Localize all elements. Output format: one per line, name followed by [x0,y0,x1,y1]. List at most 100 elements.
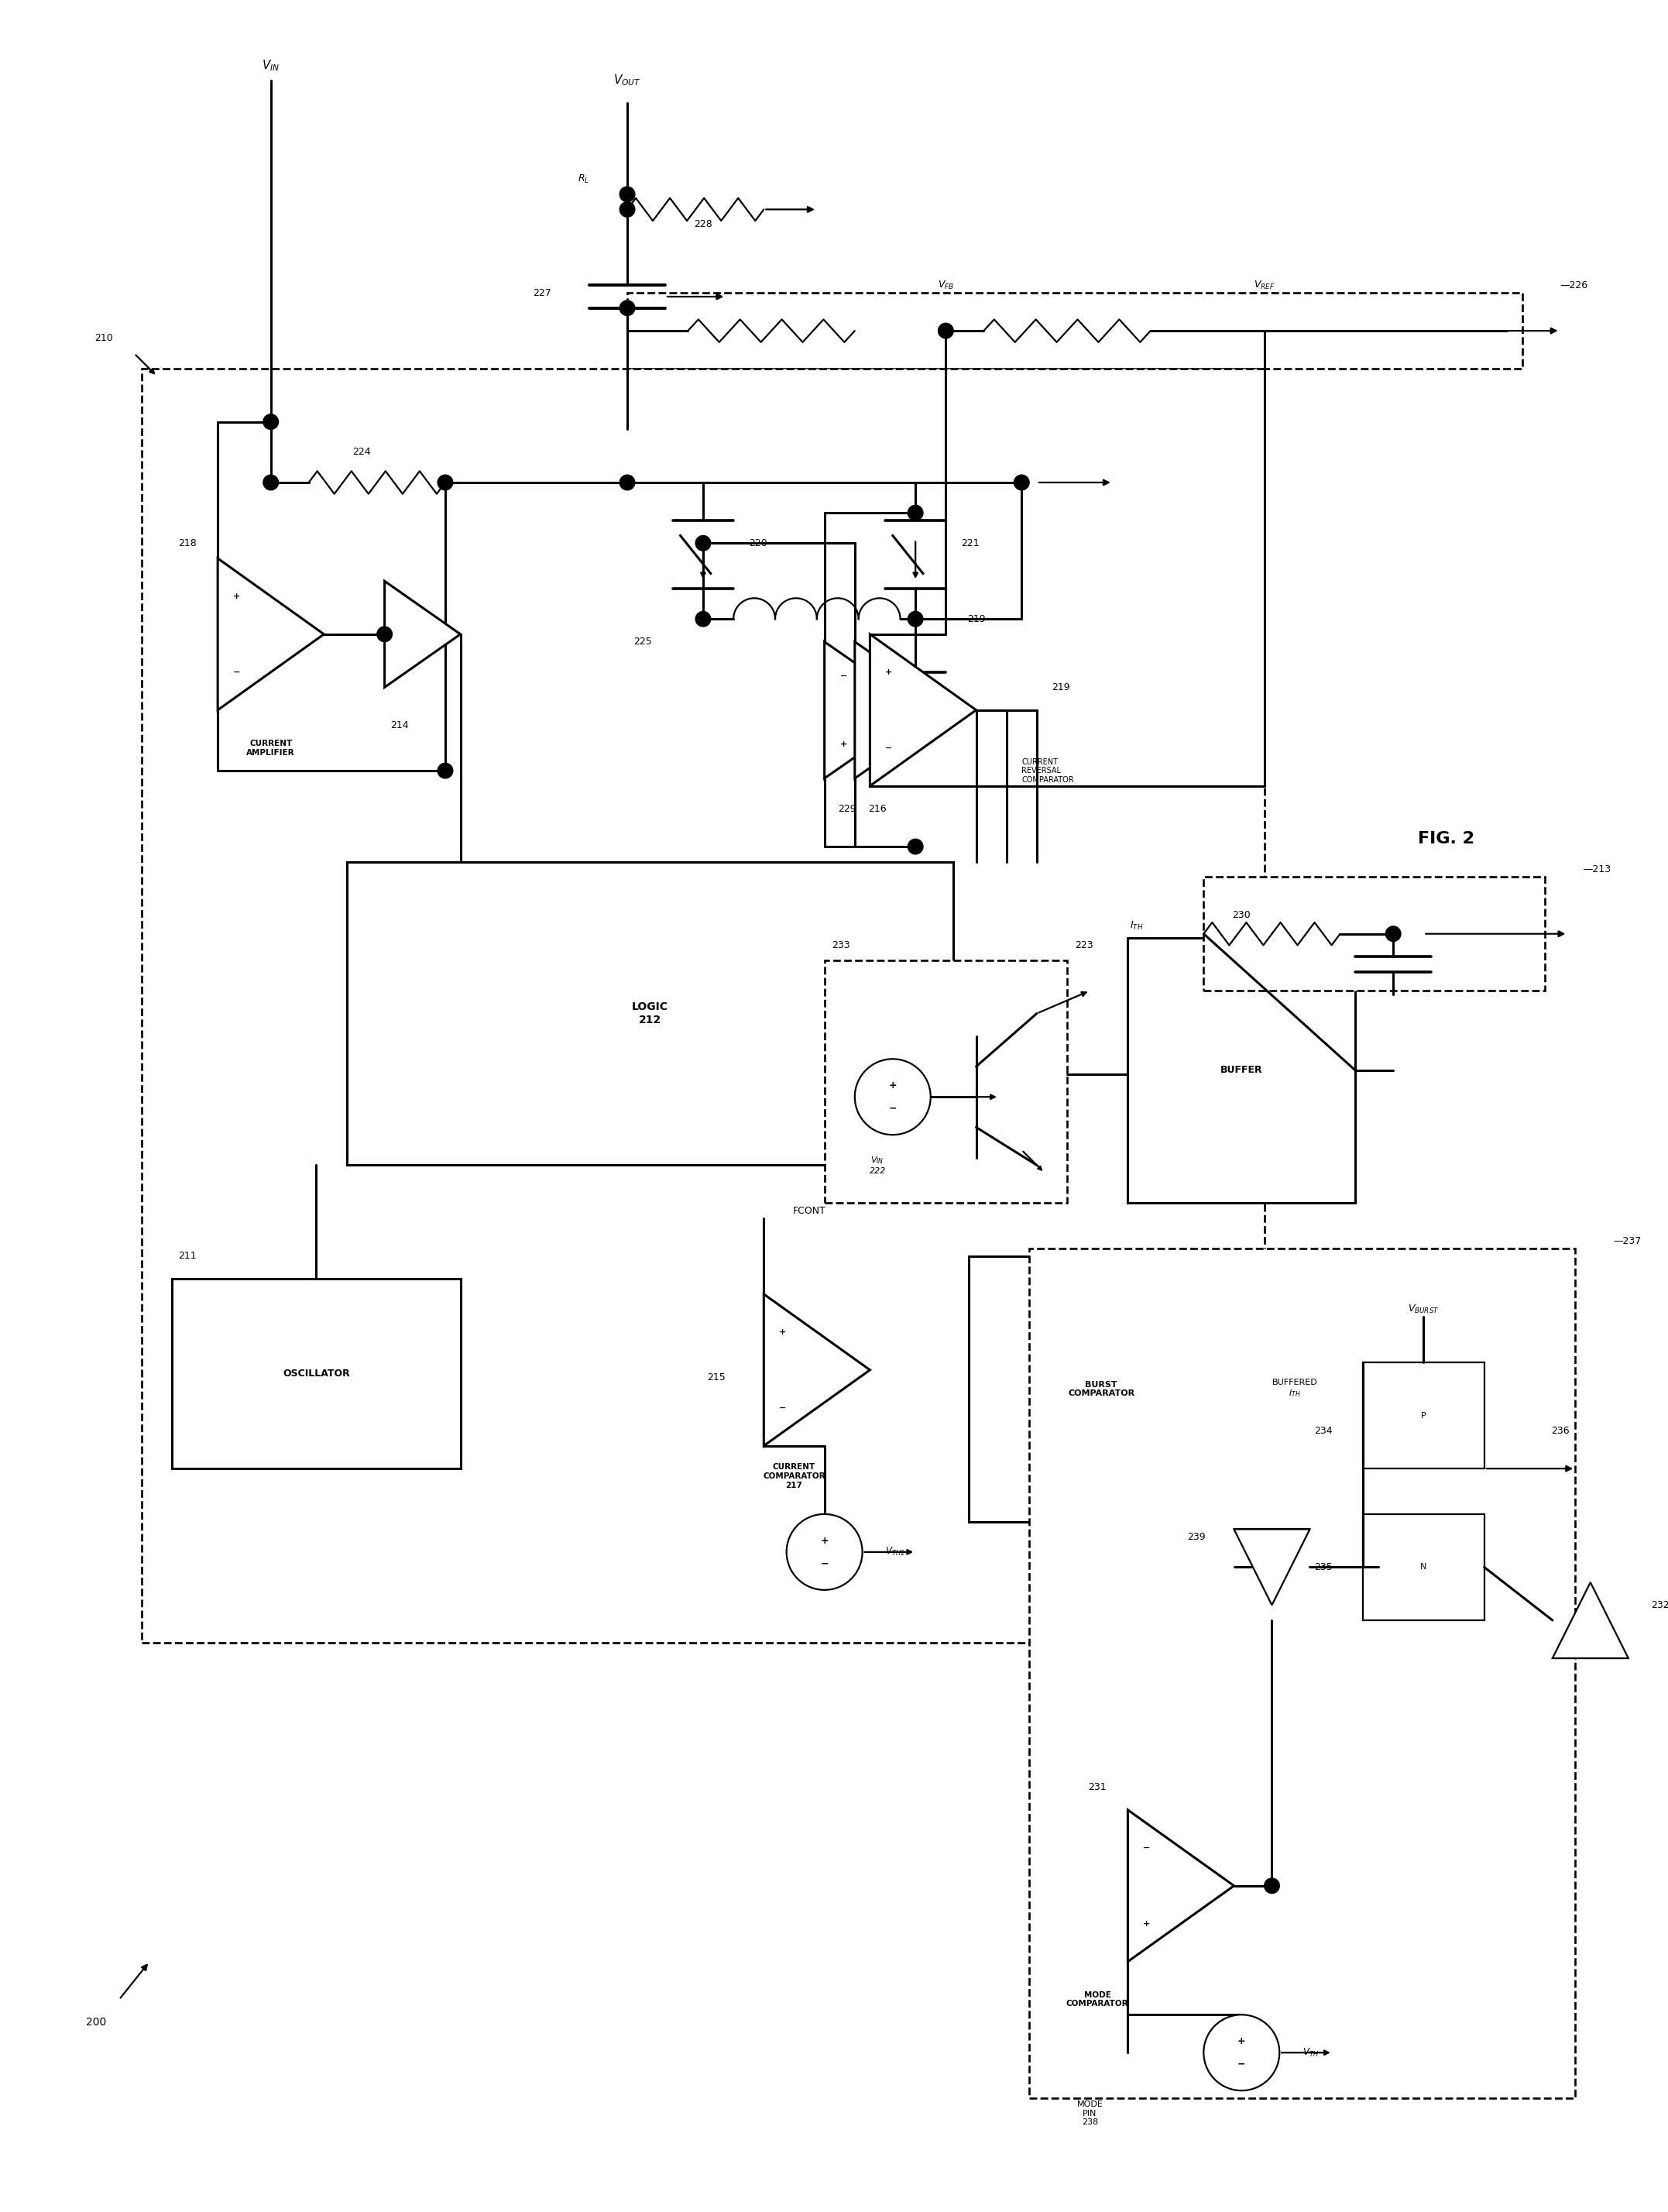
Text: —213: —213 [1583,865,1611,874]
Bar [824,960,1068,1203]
Circle shape [620,201,636,217]
Polygon shape [1234,1528,1309,1606]
Circle shape [264,414,279,429]
Text: +: + [234,593,240,599]
Text: 236: 236 [1551,1425,1570,1436]
Text: +: + [839,741,847,748]
Text: $R_L$: $R_L$ [577,173,589,186]
Circle shape [377,626,392,641]
Text: +: + [821,1535,829,1546]
Text: −: − [779,1405,786,1411]
Bar [1363,1363,1485,1469]
Polygon shape [219,557,324,710]
Text: 215: 215 [707,1371,726,1382]
Circle shape [437,476,452,491]
Text: LOGIC
212: LOGIC 212 [632,1002,669,1024]
Bar [1204,876,1545,991]
Text: 211: 211 [178,1252,197,1261]
Polygon shape [824,641,922,779]
Text: MODE
PIN
238: MODE PIN 238 [1078,2101,1103,2126]
Circle shape [787,1513,862,1590]
Circle shape [696,611,711,626]
Circle shape [937,323,954,338]
Text: MODE
COMPARATOR: MODE COMPARATOR [1066,1991,1129,2008]
Polygon shape [1553,1582,1628,1659]
Circle shape [907,504,922,520]
Text: 221: 221 [961,538,979,549]
Text: +: + [1238,2037,1246,2046]
Text: $V_{BURST}$: $V_{BURST}$ [1408,1303,1439,1316]
Text: −: − [839,672,847,679]
Text: 227: 227 [534,288,552,299]
Text: 234: 234 [1314,1425,1333,1436]
Text: BURST
COMPARATOR: BURST COMPARATOR [1068,1380,1134,1398]
Circle shape [620,476,636,491]
Bar [969,1256,1234,1522]
Text: 219: 219 [967,615,986,624]
Text: $V_{OUT}$: $V_{OUT}$ [614,73,641,88]
Text: P: P [1421,1411,1426,1420]
Text: 224: 224 [352,447,370,458]
Text: 214: 214 [390,721,409,730]
Text: 219: 219 [1053,681,1071,692]
Bar [1029,1248,1575,2099]
Text: 216: 216 [869,803,887,814]
Text: 225: 225 [634,637,652,646]
Bar [347,863,954,1166]
Bar [142,369,1264,1644]
Text: −: − [889,1104,897,1113]
Text: CURRENT
AMPLIFIER: CURRENT AMPLIFIER [247,739,295,757]
Text: —237: —237 [1613,1237,1641,1245]
Circle shape [620,186,636,201]
Text: 235: 235 [1314,1562,1333,1573]
Text: 232: 232 [1651,1599,1668,1610]
Text: −: − [821,1559,829,1568]
Text: —226: —226 [1560,281,1588,290]
Text: 228: 228 [694,219,712,230]
Text: +: + [1143,1920,1151,1927]
Text: 223: 223 [1074,940,1093,951]
Bar [172,1279,460,1469]
Text: −: − [871,741,877,748]
Text: +: + [886,668,892,677]
Text: 233: 233 [832,940,851,951]
Text: 231: 231 [1088,1783,1106,1792]
Text: 229: 229 [837,803,856,814]
Text: CURRENT
REVERSAL
COMPARATOR: CURRENT REVERSAL COMPARATOR [1021,759,1074,783]
Text: N: N [1421,1564,1426,1571]
Bar [1363,1513,1485,1619]
Circle shape [907,611,922,626]
Bar [1128,938,1356,1203]
Text: FCONT: FCONT [792,1206,826,1217]
Text: 218: 218 [178,538,197,549]
Text: BUFFERED
$I_{TH}$: BUFFERED $I_{TH}$ [1273,1378,1318,1398]
Text: +: + [889,1079,897,1091]
Text: FIG. 2: FIG. 2 [1418,832,1475,847]
Text: $V_{IN}$
222: $V_{IN}$ 222 [869,1155,886,1175]
Text: 210: 210 [95,334,113,343]
Polygon shape [385,582,460,688]
Text: 220: 220 [749,538,767,549]
Text: $V_{REF}$: $V_{REF}$ [1254,279,1274,292]
Text: $V_{FB}$: $V_{FB}$ [937,279,954,292]
Text: −: − [234,668,240,677]
Text: OSCILLATOR: OSCILLATOR [284,1369,350,1378]
Polygon shape [871,635,976,785]
Circle shape [437,763,452,779]
Circle shape [907,838,922,854]
Text: −: − [886,743,892,752]
Circle shape [854,1060,931,1135]
Circle shape [696,535,711,551]
Text: CURRENT
COMPARATOR
217: CURRENT COMPARATOR 217 [762,1464,826,1489]
Text: −: − [1238,2059,1246,2068]
Circle shape [1014,476,1029,491]
Text: +: + [871,672,877,679]
Circle shape [1204,2015,1279,2090]
Text: $V_{TH}$: $V_{TH}$ [1303,2046,1318,2059]
Bar [627,292,1523,369]
Circle shape [620,301,636,316]
Text: 230: 230 [1233,909,1251,920]
Circle shape [1264,1878,1279,1893]
Text: +: + [779,1327,786,1336]
Text: 239: 239 [1188,1531,1206,1542]
